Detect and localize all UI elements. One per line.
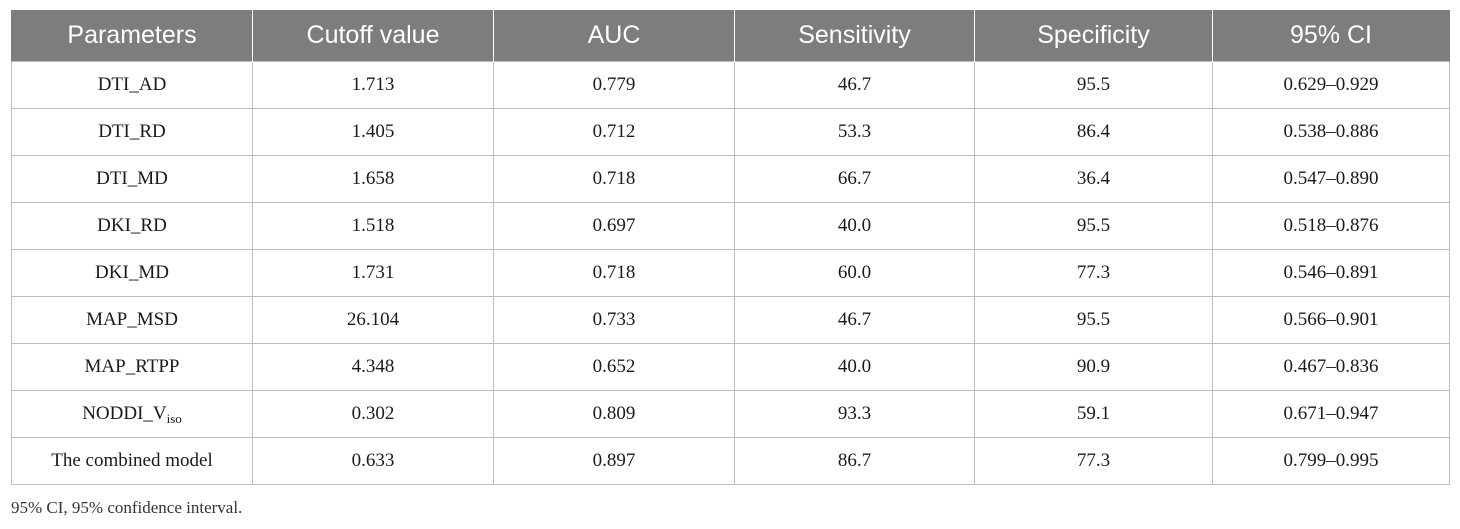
header-cutoff-value: Cutoff value <box>252 10 494 62</box>
sensitivity-cell: 66.7 <box>734 155 975 203</box>
parameter-cell: The combined model <box>11 437 253 485</box>
table-footnote: 95% CI, 95% confidence interval. <box>11 498 243 517</box>
sensitivity-cell: 46.7 <box>734 61 975 109</box>
ci-cell: 0.799–0.995 <box>1212 437 1450 485</box>
cutoff-cell: 1.518 <box>252 202 494 250</box>
auc-cell: 0.733 <box>493 296 735 344</box>
table-row: DTI_AD 1.713 0.779 46.7 95.5 0.629–0.929 <box>11 61 1450 109</box>
specificity-cell: 77.3 <box>974 249 1213 297</box>
auc-cell: 0.718 <box>493 249 735 297</box>
ci-cell: 0.467–0.836 <box>1212 343 1450 391</box>
ci-cell: 0.546–0.891 <box>1212 249 1450 297</box>
auc-cell: 0.712 <box>493 108 735 156</box>
ci-cell: 0.629–0.929 <box>1212 61 1450 109</box>
cutoff-cell: 1.658 <box>252 155 494 203</box>
specificity-cell: 59.1 <box>974 390 1213 438</box>
table-row: DKI_MD 1.731 0.718 60.0 77.3 0.546–0.891 <box>11 249 1450 297</box>
parameter-cell: DKI_RD <box>11 202 253 250</box>
table-row: The combined model 0.633 0.897 86.7 77.3… <box>11 437 1450 485</box>
cutoff-cell: 1.713 <box>252 61 494 109</box>
table-row: DKI_RD 1.518 0.697 40.0 95.5 0.518–0.876 <box>11 202 1450 250</box>
header-row: Parameters Cutoff value AUC Sensitivity … <box>11 10 1450 62</box>
parameter-cell: DTI_MD <box>11 155 253 203</box>
auc-cell: 0.897 <box>493 437 735 485</box>
results-table: Parameters Cutoff value AUC Sensitivity … <box>11 10 1450 485</box>
header-parameters: Parameters <box>11 10 253 62</box>
ci-cell: 0.566–0.901 <box>1212 296 1450 344</box>
cutoff-cell: 1.731 <box>252 249 494 297</box>
parameter-cell: DTI_RD <box>11 108 253 156</box>
specificity-cell: 95.5 <box>974 202 1213 250</box>
table-row: DTI_RD 1.405 0.712 53.3 86.4 0.538–0.886 <box>11 108 1450 156</box>
table-body: DTI_AD 1.713 0.779 46.7 95.5 0.629–0.929… <box>11 61 1450 485</box>
specificity-cell: 95.5 <box>974 61 1213 109</box>
specificity-cell: 77.3 <box>974 437 1213 485</box>
sensitivity-cell: 40.0 <box>734 343 975 391</box>
cutoff-cell: 1.405 <box>252 108 494 156</box>
table-row: MAP_RTPP 4.348 0.652 40.0 90.9 0.467–0.8… <box>11 343 1450 391</box>
parameter-cell: DTI_AD <box>11 61 253 109</box>
table-row: NODDI_Viso 0.302 0.809 93.3 59.1 0.671–0… <box>11 390 1450 438</box>
ci-cell: 0.547–0.890 <box>1212 155 1450 203</box>
sensitivity-cell: 93.3 <box>734 390 975 438</box>
ci-cell: 0.671–0.947 <box>1212 390 1450 438</box>
table-row: DTI_MD 1.658 0.718 66.7 36.4 0.547–0.890 <box>11 155 1450 203</box>
table-header: Parameters Cutoff value AUC Sensitivity … <box>11 10 1450 62</box>
ci-cell: 0.538–0.886 <box>1212 108 1450 156</box>
sensitivity-cell: 53.3 <box>734 108 975 156</box>
specificity-cell: 36.4 <box>974 155 1213 203</box>
header-sensitivity: Sensitivity <box>734 10 975 62</box>
sensitivity-cell: 46.7 <box>734 296 975 344</box>
parameter-cell: MAP_RTPP <box>11 343 253 391</box>
parameter-name: NODDI_V <box>82 403 167 424</box>
header-auc: AUC <box>493 10 735 62</box>
cutoff-cell: 0.302 <box>252 390 494 438</box>
parameter-cell: MAP_MSD <box>11 296 253 344</box>
header-95-ci: 95% CI <box>1212 10 1450 62</box>
parameter-cell: NODDI_Viso <box>11 390 253 438</box>
auc-cell: 0.652 <box>493 343 735 391</box>
ci-cell: 0.518–0.876 <box>1212 202 1450 250</box>
auc-cell: 0.718 <box>493 155 735 203</box>
cutoff-cell: 4.348 <box>252 343 494 391</box>
sensitivity-cell: 86.7 <box>734 437 975 485</box>
parameter-cell: DKI_MD <box>11 249 253 297</box>
auc-cell: 0.809 <box>493 390 735 438</box>
cutoff-cell: 26.104 <box>252 296 494 344</box>
cutoff-cell: 0.633 <box>252 437 494 485</box>
auc-cell: 0.779 <box>493 61 735 109</box>
specificity-cell: 95.5 <box>974 296 1213 344</box>
sensitivity-cell: 60.0 <box>734 249 975 297</box>
specificity-cell: 86.4 <box>974 108 1213 156</box>
specificity-cell: 90.9 <box>974 343 1213 391</box>
header-specificity: Specificity <box>974 10 1213 62</box>
auc-cell: 0.697 <box>493 202 735 250</box>
table-row: MAP_MSD 26.104 0.733 46.7 95.5 0.566–0.9… <box>11 296 1450 344</box>
parameter-subscript: iso <box>166 411 182 426</box>
sensitivity-cell: 40.0 <box>734 202 975 250</box>
